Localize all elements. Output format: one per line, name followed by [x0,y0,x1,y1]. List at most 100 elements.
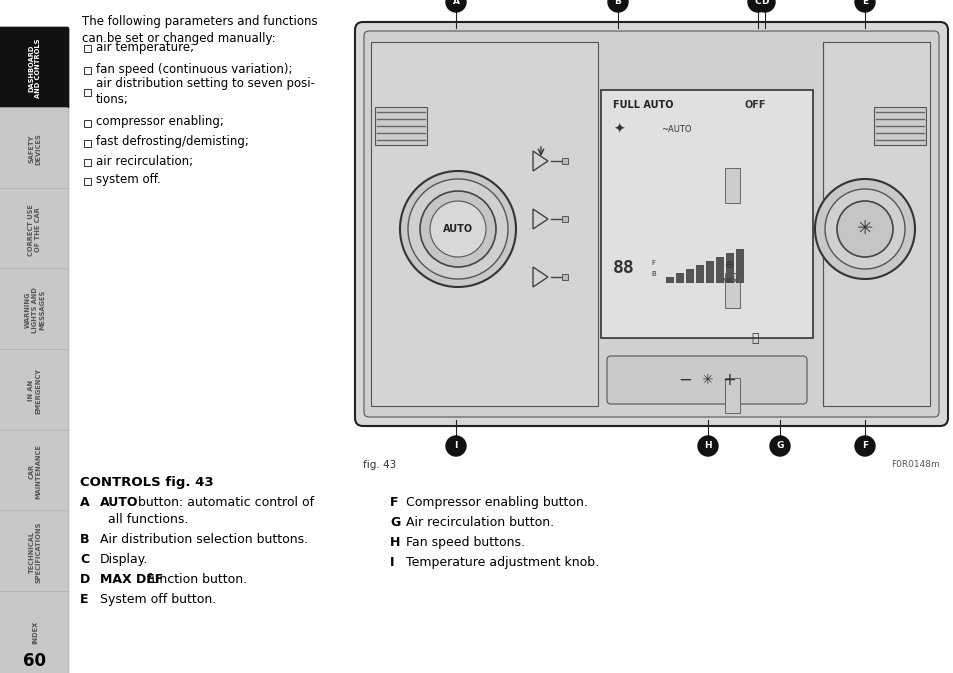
Text: H: H [390,536,400,549]
Circle shape [769,436,789,456]
Text: Air distribution selection buttons.: Air distribution selection buttons. [100,533,308,546]
Text: The following parameters and functions
can be set or changed manually:: The following parameters and functions c… [82,15,317,45]
Text: CORRECT USE
OF THE CAR: CORRECT USE OF THE CAR [29,204,42,256]
Bar [685,269,693,283]
Bar [561,216,567,222]
Text: D: D [80,573,91,586]
Text: 🚗: 🚗 [750,332,758,345]
Text: function button.: function button. [143,573,247,586]
Text: B: B [650,271,655,277]
Text: ✳: ✳ [700,373,712,387]
Text: WARNING
LIGHTS AND
MESSAGES: WARNING LIGHTS AND MESSAGES [25,287,45,333]
Text: +: + [721,371,735,389]
Text: System off button.: System off button. [100,593,216,606]
Bar [84,45,91,52]
FancyBboxPatch shape [0,188,69,271]
Circle shape [754,0,774,12]
Circle shape [854,0,874,12]
Text: ~AUTO: ~AUTO [660,125,691,135]
Text: DASHBOARD
AND CONTROLS: DASHBOARD AND CONTROLS [29,38,42,98]
Bar [375,107,427,145]
Text: F: F [390,496,398,509]
Bar [735,249,743,283]
Text: button: automatic control of: button: automatic control of [133,496,314,509]
FancyBboxPatch shape [0,511,69,594]
Text: C: C [754,0,760,7]
Text: TECHNICAL
SPECIFICATIONS: TECHNICAL SPECIFICATIONS [29,522,42,583]
Text: air temperature;: air temperature; [96,40,193,53]
FancyBboxPatch shape [0,108,69,190]
Text: 88: 88 [613,259,634,277]
FancyBboxPatch shape [0,592,69,673]
Circle shape [747,0,767,12]
Text: fan speed (continuous variation);: fan speed (continuous variation); [96,63,293,75]
Text: F: F [861,441,867,450]
Bar [84,178,91,185]
Bar [665,277,673,283]
Bar [724,273,740,308]
Text: I: I [390,556,395,569]
Text: MAX: MAX [721,278,737,284]
Bar [676,273,683,283]
Bar [371,42,598,406]
Text: H: H [703,441,711,450]
Circle shape [814,179,914,279]
Text: 60: 60 [24,652,47,670]
Text: AUTO: AUTO [442,224,473,234]
Bar [84,159,91,166]
Text: air distribution setting to seven posi-
tions;: air distribution setting to seven posi- … [96,77,314,106]
Bar [724,378,740,413]
Text: F0R0148m: F0R0148m [890,460,939,469]
Text: G: G [776,441,782,450]
Text: SAFETY
DEVICES: SAFETY DEVICES [29,133,42,165]
Circle shape [408,179,507,279]
Circle shape [430,201,485,257]
Text: A: A [452,0,459,7]
Text: F: F [650,260,655,266]
Text: A: A [80,496,90,509]
Bar [705,261,713,283]
Text: E: E [80,593,89,606]
Text: ✦: ✦ [613,123,624,137]
Text: Temperature adjustment knob.: Temperature adjustment knob. [406,556,598,569]
Text: CAR
MAINTENANCE: CAR MAINTENANCE [29,444,42,499]
Circle shape [854,436,874,456]
FancyBboxPatch shape [606,356,806,404]
Text: MAX DEF: MAX DEF [100,573,163,586]
Text: air recirculation;: air recirculation; [96,155,193,168]
Text: FULL AUTO: FULL AUTO [613,100,673,110]
Text: E: E [861,0,867,7]
FancyBboxPatch shape [0,27,69,110]
Bar [84,89,91,96]
Bar [873,107,925,145]
Text: compressor enabling;: compressor enabling; [96,116,224,129]
Circle shape [419,191,496,267]
FancyBboxPatch shape [355,22,947,426]
Bar [724,168,740,203]
Circle shape [446,0,465,12]
Text: CONTROLS fig. 43: CONTROLS fig. 43 [80,476,213,489]
Text: D: D [760,0,768,7]
Bar [600,90,812,338]
Bar [84,140,91,147]
Bar [561,158,567,164]
Text: fast defrosting/demisting;: fast defrosting/demisting; [96,135,249,149]
Text: AUTO: AUTO [100,496,138,509]
Circle shape [446,436,465,456]
Text: C: C [80,553,89,566]
Text: all functions.: all functions. [108,513,188,526]
Text: I: I [454,441,457,450]
Text: Fan speed buttons.: Fan speed buttons. [406,536,524,549]
Text: B: B [614,0,620,7]
Text: Display.: Display. [100,553,149,566]
Text: system off.: system off. [96,174,161,186]
Text: G: G [390,516,400,529]
Text: Compressor enabling button.: Compressor enabling button. [406,496,587,509]
FancyBboxPatch shape [0,349,69,432]
Text: OFF: OFF [743,100,765,110]
Bar [696,265,703,283]
Bar [822,42,929,406]
Bar [716,257,723,283]
Circle shape [399,171,516,287]
Text: IN AN
EMERGENCY: IN AN EMERGENCY [29,368,42,414]
